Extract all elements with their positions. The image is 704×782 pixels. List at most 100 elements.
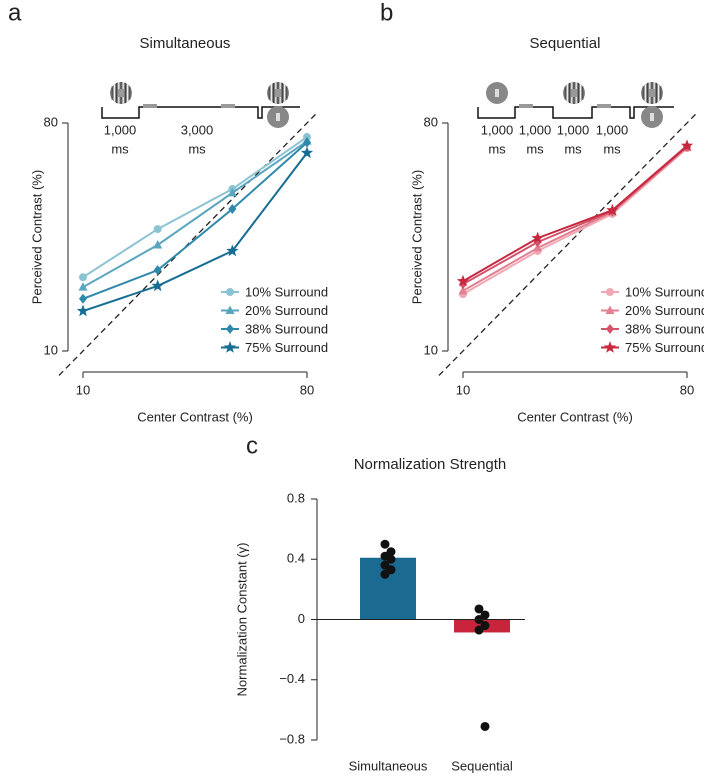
y-tick-label: 10 [424, 342, 438, 357]
mask [597, 104, 611, 108]
data-point [386, 554, 396, 564]
mask [143, 104, 157, 108]
series-line [82, 141, 308, 300]
data-point [480, 721, 490, 731]
timeline-label: ms [526, 141, 544, 156]
y-tick-label: 0.4 [287, 551, 305, 566]
marker [533, 242, 543, 252]
legend-label: 20% Surround [625, 303, 704, 318]
mask [221, 104, 235, 108]
series-line [462, 145, 688, 286]
data-point [380, 539, 390, 549]
timeline-label: 1,000 [557, 122, 590, 137]
timeline-label: 1,000 [519, 122, 552, 137]
stimulus-center [495, 89, 499, 97]
marker [78, 282, 88, 291]
y-axis-label: Perceived Contrast (%) [29, 170, 44, 304]
legend-marker [225, 305, 235, 314]
marker [228, 204, 237, 215]
x-tick-label: Sequential [451, 758, 513, 773]
marker [456, 274, 470, 287]
series-line [462, 146, 688, 292]
marker [226, 244, 239, 257]
marker [79, 273, 87, 282]
series-line [82, 140, 308, 289]
y-tick-label: −0.8 [279, 731, 305, 746]
y-tick-label: 80 [424, 114, 438, 129]
stimulus-center [118, 89, 124, 97]
identity-line [438, 112, 698, 376]
series-line [82, 152, 308, 312]
marker [458, 285, 468, 295]
timeline [477, 106, 674, 119]
legend-marker [606, 288, 614, 296]
marker [680, 139, 694, 152]
x-tick-label: 80 [680, 382, 694, 397]
data-point [474, 604, 484, 614]
marker [76, 304, 90, 317]
timeline [101, 106, 300, 119]
y-tick-label: 0 [298, 611, 305, 626]
x-tick-label: 80 [300, 382, 314, 397]
marker [153, 225, 162, 234]
timeline-label: 3,000 [181, 122, 214, 137]
stimulus-center [276, 113, 280, 121]
timeline-label: 1,000 [481, 122, 514, 137]
data-point [380, 569, 390, 579]
legend-marker [226, 288, 234, 296]
y-tick-label: 0.8 [287, 490, 305, 505]
x-tick-label: Simultaneous [349, 758, 428, 773]
stimulus-center [650, 113, 654, 121]
stimulus-center [649, 89, 655, 97]
x-tick-label: 10 [456, 382, 470, 397]
legend-label: 38% Surround [245, 321, 328, 336]
timeline-label: ms [188, 141, 206, 156]
x-axis-label: Center Contrast (%) [137, 409, 253, 424]
marker [300, 146, 314, 159]
legend-marker [223, 341, 237, 353]
marker [153, 265, 162, 276]
marker [153, 239, 163, 249]
timeline-label: 1,000 [596, 122, 629, 137]
y-axis-label: Perceived Contrast (%) [409, 170, 424, 304]
timeline-label: 1,000 [104, 122, 137, 137]
marker [151, 279, 164, 292]
y-tick-label: −0.4 [279, 671, 305, 686]
legend-label: 38% Surround [625, 321, 704, 336]
chart-title: Simultaneous [140, 35, 231, 52]
series-line [82, 136, 308, 279]
y-tick-label: 10 [44, 342, 58, 357]
legend-label: 75% Surround [245, 340, 328, 355]
y-tick-label: 80 [44, 114, 58, 129]
legend-label: 10% Surround [625, 284, 704, 299]
legend-label: 20% Surround [245, 303, 328, 318]
timeline-label: ms [488, 141, 506, 156]
legend-marker [606, 324, 614, 334]
legend-label: 75% Surround [625, 340, 704, 355]
timeline-label: ms [603, 141, 621, 156]
data-point [474, 625, 484, 635]
timeline-label: ms [111, 141, 129, 156]
chart-title: Sequential [530, 35, 601, 52]
marker [227, 187, 237, 197]
timeline-label: ms [564, 141, 582, 156]
stimulus-center [275, 89, 281, 97]
x-axis-label: Center Contrast (%) [517, 409, 633, 424]
legend-marker [603, 341, 617, 353]
marker [606, 203, 619, 216]
panel-label: a [8, 0, 22, 26]
marker [79, 293, 87, 304]
marker [531, 231, 544, 244]
stimulus-center [571, 89, 577, 97]
chart-title: Normalization Strength [354, 456, 507, 473]
x-tick-label: 10 [76, 382, 90, 397]
legend-marker [605, 305, 615, 314]
panel-label: c [246, 432, 258, 459]
marker [303, 137, 311, 148]
legend-label: 10% Surround [245, 284, 328, 299]
panel-label: b [380, 0, 393, 26]
legend-marker [226, 324, 234, 334]
mask [519, 104, 533, 108]
series-line [462, 145, 688, 283]
